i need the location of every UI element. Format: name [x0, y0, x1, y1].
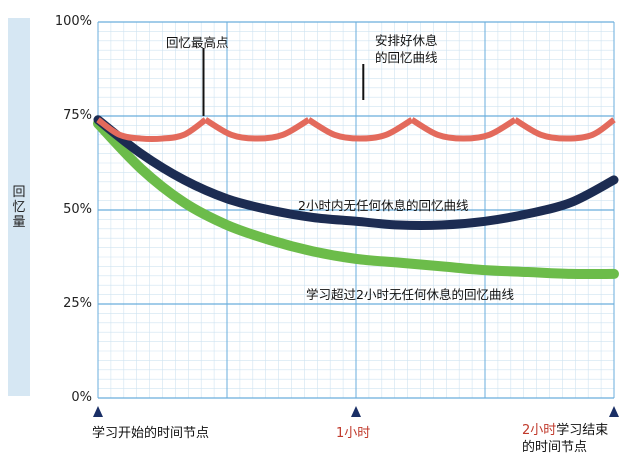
series-line-with-rest — [410, 117, 517, 142]
x-marker-label: 学习开始的时间节点 — [92, 426, 210, 441]
x-marker-label-line2: 的时间节点 — [522, 440, 588, 455]
x-marker-label: 2小时学习结束的时间节点 — [522, 422, 608, 456]
y-tick-label: 50% — [63, 202, 92, 217]
annotation-rest-line2: 的回忆曲线 — [375, 50, 438, 65]
annotation-peak: 回忆最高点 — [166, 35, 229, 50]
series-line-no-rest-2h — [93, 115, 619, 231]
series-line-with-rest — [203, 117, 311, 142]
series-label-no-rest-2h: 2小时内无任何休息的回忆曲线 — [298, 198, 469, 213]
series-line-with-rest — [513, 117, 616, 142]
y-tick-label: 0% — [71, 390, 92, 405]
x-marker-triangle — [93, 406, 103, 417]
x-marker-triangle — [351, 406, 361, 417]
x-marker-triangle — [609, 406, 619, 417]
ylabel-panel — [8, 18, 30, 396]
series-line-with-rest — [96, 117, 208, 143]
y-axis-label-text: 回忆量 — [12, 185, 26, 230]
y-axis-label: 回忆量 — [8, 185, 30, 230]
x-marker-label-red: 2小时 — [522, 423, 557, 438]
series-line-no-rest-over-2h — [93, 118, 619, 280]
x-marker-label-line1: 学习结束 — [556, 423, 609, 438]
y-tick-label: 25% — [63, 296, 92, 311]
series-label-no-rest-over-2h: 学习超过2小时无任何休息的回忆曲线 — [306, 287, 514, 302]
y-tick-label: 100% — [54, 14, 92, 29]
annotation-rest-line1: 安排好休息 — [375, 33, 438, 48]
series-line-with-rest — [307, 117, 414, 142]
y-tick-label: 75% — [63, 108, 92, 123]
x-marker-label: 1小时 — [336, 426, 371, 441]
